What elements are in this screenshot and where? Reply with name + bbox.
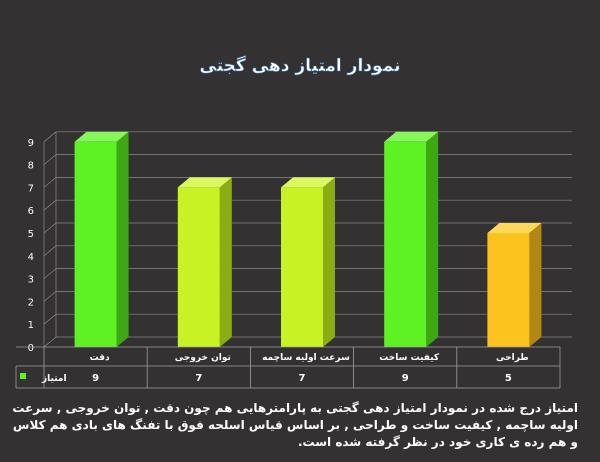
y-tick-label: 1	[28, 320, 34, 331]
y-tick-label: 7	[28, 183, 34, 194]
y-axis: 0 1 2 3 4 5 6 7 8 9	[28, 131, 57, 354]
bar-5	[487, 223, 542, 347]
bar-front	[74, 141, 117, 347]
category-label: توان خروجی	[175, 353, 231, 363]
series-name: امتیاز	[41, 374, 67, 384]
value-label: 5	[505, 373, 512, 384]
gridline-diag	[43, 177, 57, 188]
category-label: طراحی	[496, 353, 529, 363]
bar-4	[384, 131, 439, 347]
bar-side	[219, 177, 232, 347]
legend-key	[20, 373, 26, 379]
bar-front	[384, 141, 427, 347]
bar-side	[116, 131, 129, 347]
value-label: 9	[402, 373, 409, 384]
value-label: 9	[92, 373, 99, 384]
y-tick-label: 2	[28, 297, 34, 308]
gridline-diag	[43, 199, 57, 211]
gridline-diag	[43, 268, 57, 279]
y-tick-label: 4	[28, 252, 34, 263]
y-tick-label: 6	[28, 206, 34, 217]
bar-front	[281, 187, 323, 347]
bar-top	[281, 177, 335, 188]
bar-2	[177, 177, 232, 347]
value-label: 7	[299, 373, 306, 384]
bar-side	[323, 177, 335, 347]
chart-title: نمودار امتیاز دهی گجتی	[200, 55, 401, 76]
bar-front	[177, 187, 220, 347]
y-tick-label: 3	[28, 275, 34, 286]
bar-top	[177, 177, 232, 188]
chart-caption: امتیاز درج شده در نمودار امتیاز دهی گجتی…	[12, 401, 578, 449]
bar-side	[426, 131, 439, 347]
bar-1	[74, 131, 129, 347]
bar-3	[281, 177, 335, 347]
gridline-diag	[43, 291, 57, 302]
y-tick-label: 5	[28, 229, 34, 240]
category-label: سرعت اولیه ساچمه	[262, 353, 350, 363]
bar-front	[487, 233, 530, 347]
category-label: کیفیت ساخت	[379, 353, 440, 363]
category-label: دقت	[90, 353, 110, 363]
bars	[74, 131, 542, 347]
bar-top	[74, 131, 129, 142]
gridline-diag	[43, 131, 57, 143]
gridline-diag	[43, 336, 57, 348]
gridline-diag	[43, 222, 57, 234]
bar-top	[384, 131, 439, 142]
bar-side	[529, 223, 542, 347]
y-tick-label: 9	[28, 138, 34, 149]
bar-chart: نمودار امتیاز دهی گجتی 0 1 2 3 4 5 6 7 8 9 دقت توا…	[15, 55, 572, 389]
gridline-diag	[43, 245, 57, 257]
data-table: دقت توان خروجی سرعت اولیه ساچمه کیفیت ساخت ط…	[15, 346, 561, 389]
y-tick-label: 8	[28, 161, 34, 172]
bar-top	[487, 223, 542, 233]
gridline-diag	[43, 154, 57, 165]
y-tick-label: 0	[28, 343, 34, 354]
value-label: 7	[195, 373, 202, 384]
gridline-diag	[43, 313, 57, 325]
